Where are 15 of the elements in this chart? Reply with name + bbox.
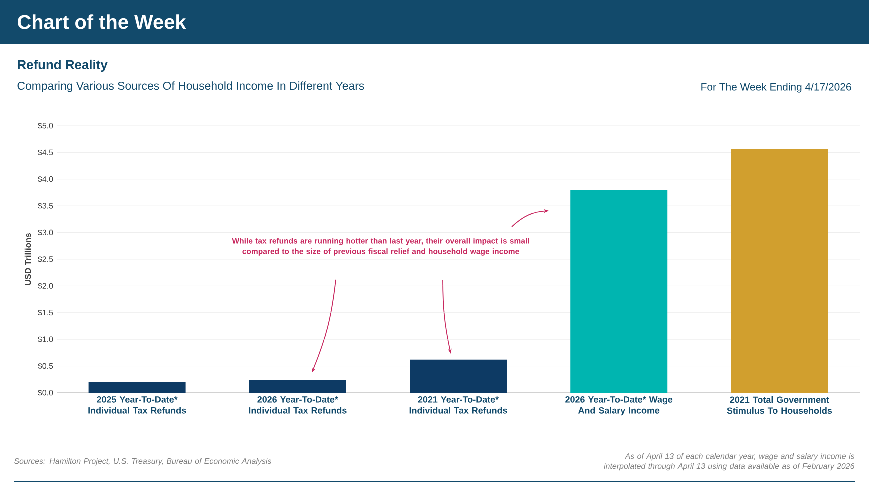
chart-subtitle: Comparing Various Sources Of Household Income In Different Years (18, 82, 364, 92)
bar (88, 382, 186, 393)
x-tick-label: 2025 Year-To-Date* Individual Tax Refunds (88, 396, 186, 414)
bar (731, 148, 828, 393)
x-tick-label: 2026 Year-To-Date* Individual Tax Refunds (249, 396, 347, 414)
bar (249, 380, 346, 393)
x-tick-label: 2021 Total Government Stimulus To Households (727, 396, 832, 414)
y-axis-title: USD Trillions (24, 233, 32, 286)
x-tick-label: 2026 Year-To-Date* Wage And Salary Income (566, 396, 673, 416)
bar (410, 360, 508, 393)
chart-title: Refund Reality (18, 60, 108, 72)
bar (570, 190, 668, 393)
text: For The Week Ending 4/17/2026 (702, 83, 852, 93)
text: Chart of the Week (18, 14, 186, 30)
x-tick-label: 2021 Year-To-Date* Individual Tax Refunds (410, 396, 508, 414)
